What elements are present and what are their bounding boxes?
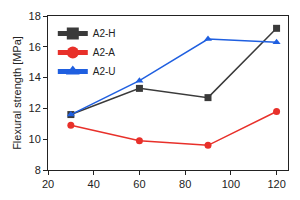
svg-text:100: 100 [222, 178, 240, 190]
svg-text:Flexural strength [MPa]: Flexural strength [MPa] [11, 36, 23, 150]
svg-text:14: 14 [29, 71, 41, 83]
svg-text:A2-H: A2-H [93, 28, 116, 39]
svg-text:12: 12 [29, 102, 41, 114]
svg-text:120: 120 [267, 178, 285, 190]
svg-text:40: 40 [88, 178, 100, 190]
svg-text:20: 20 [42, 178, 54, 190]
svg-text:A2-A: A2-A [93, 47, 116, 58]
svg-text:10: 10 [29, 133, 41, 145]
svg-text:16: 16 [29, 41, 41, 53]
svg-text:60: 60 [133, 178, 145, 190]
svg-text:8: 8 [35, 164, 41, 176]
svg-text:80: 80 [179, 178, 191, 190]
svg-text:18: 18 [29, 10, 41, 22]
svg-text:A2-U: A2-U [93, 66, 116, 77]
